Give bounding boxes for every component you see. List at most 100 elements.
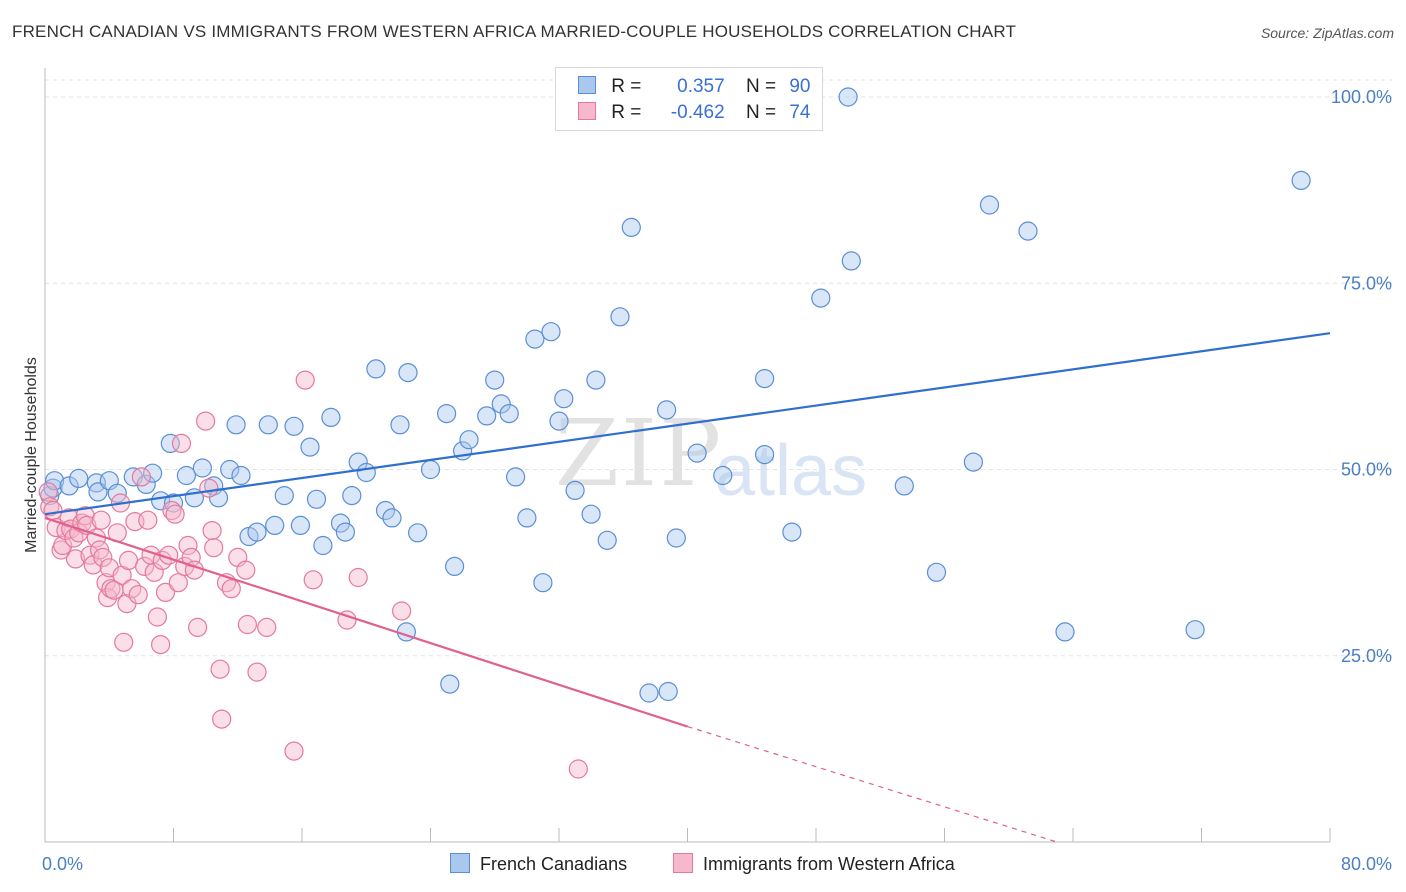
data-point — [491, 394, 511, 414]
data-point — [459, 430, 479, 450]
data-point — [1185, 620, 1205, 640]
data-point — [525, 329, 545, 349]
data-point — [303, 570, 323, 590]
data-point — [247, 662, 267, 682]
data-point — [687, 443, 707, 463]
data-point — [118, 550, 139, 571]
data-point — [658, 681, 678, 702]
data-point — [926, 562, 947, 582]
y-tick-label: 25.0% — [1341, 646, 1392, 666]
chart-title: FRENCH CANADIAN VS IMMIGRANTS FROM WESTE… — [12, 22, 1017, 41]
data-point — [811, 288, 831, 308]
data-point — [231, 465, 251, 486]
data-point — [101, 579, 121, 599]
data-point — [40, 497, 60, 517]
legend-row-french-canadians: R = 0.357 N = 90 — [578, 76, 810, 100]
data-point — [398, 363, 418, 383]
data-point — [265, 515, 285, 536]
watermark-atlas: atlas — [715, 431, 868, 511]
data-point — [168, 573, 188, 593]
data-point — [151, 634, 171, 655]
data-point — [505, 467, 526, 487]
data-point — [541, 322, 561, 342]
data-point — [330, 513, 351, 533]
legend-n-label: N = — [745, 102, 777, 123]
data-point — [1291, 170, 1311, 190]
data-point — [656, 400, 677, 420]
data-point — [533, 573, 553, 593]
data-point — [549, 411, 569, 431]
data-point — [366, 359, 386, 379]
data-point — [894, 476, 914, 496]
data-point — [565, 480, 585, 500]
data-point — [841, 251, 861, 271]
data-point — [236, 560, 256, 580]
legend-swatch-blue — [578, 76, 596, 94]
data-point — [1018, 221, 1038, 241]
data-point — [321, 407, 341, 427]
data-point — [348, 567, 368, 588]
data-point — [610, 307, 630, 327]
data-point — [356, 462, 376, 483]
data-point — [485, 370, 505, 390]
trend-line-immigrants — [44, 516, 688, 728]
data-point — [284, 416, 304, 436]
data-point — [147, 607, 167, 627]
data-point — [754, 445, 775, 465]
data-point — [53, 535, 73, 556]
data-point — [65, 549, 86, 569]
data-point — [220, 459, 240, 480]
source-label: Source: ZipAtlas.com — [1260, 25, 1394, 41]
data-point — [408, 523, 428, 543]
bottom-legend-label-2: Immigrants from Western Africa — [703, 854, 955, 874]
legend-n-value: 74 — [789, 102, 811, 123]
tick-labels: 25.0% 50.0% 75.0% 100.0% 0.0% 80.0% — [42, 87, 1392, 874]
data-point — [44, 471, 65, 491]
y-tick-label: 100.0% — [1331, 87, 1392, 107]
data-point — [342, 486, 362, 506]
data-point — [375, 500, 396, 521]
data-point — [420, 459, 441, 480]
data-point — [639, 683, 659, 703]
trend-lines — [44, 332, 1331, 843]
data-point — [212, 709, 232, 729]
bottom-legend-swatch-pink — [673, 853, 693, 873]
data-point — [306, 489, 327, 509]
data-point — [202, 520, 222, 541]
data-point — [131, 467, 151, 487]
bottom-legend-immigrants: Immigrants from Western Africa — [673, 853, 955, 875]
data-point — [295, 370, 315, 390]
data-point — [440, 674, 460, 694]
data-point — [237, 614, 257, 635]
data-point — [114, 632, 134, 652]
y-tick-label: 75.0% — [1341, 273, 1392, 293]
data-point — [69, 468, 89, 488]
legend-r-label: R = — [611, 76, 642, 97]
legend-r-value: 0.357 — [677, 76, 725, 97]
data-point — [597, 530, 617, 550]
legend-swatch-pink — [578, 102, 596, 120]
data-point — [754, 369, 775, 389]
data-point — [979, 195, 1000, 215]
data-point — [274, 486, 294, 506]
data-point — [75, 506, 95, 526]
data-point — [782, 522, 802, 542]
data-point — [221, 579, 241, 599]
legend-n-label: N = — [745, 76, 777, 97]
x-tick-label-min: 0.0% — [42, 854, 83, 874]
data-point — [38, 482, 58, 502]
data-point — [390, 415, 410, 435]
data-point — [300, 437, 320, 457]
data-point — [160, 433, 180, 453]
data-point — [178, 535, 198, 556]
data-point — [258, 415, 278, 435]
data-point — [290, 515, 310, 536]
legend-n-value: 90 — [789, 76, 811, 97]
x-tick-label-max: 80.0% — [1341, 854, 1392, 874]
data-point — [963, 452, 984, 472]
data-point — [477, 406, 497, 426]
data-point — [138, 510, 158, 530]
data-point — [568, 759, 588, 779]
data-point — [313, 535, 333, 556]
data-point — [155, 582, 176, 603]
